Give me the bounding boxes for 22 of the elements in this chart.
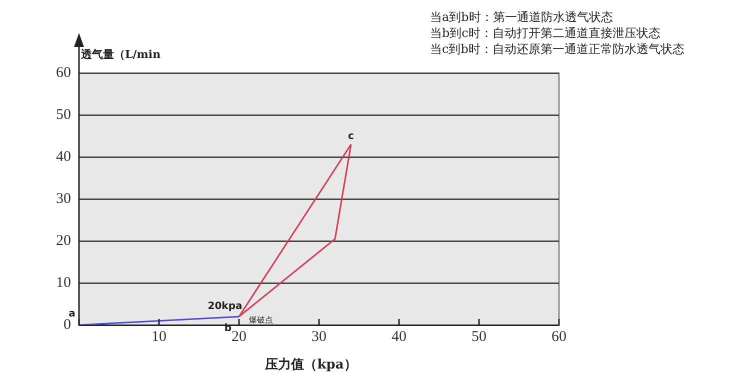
x-tick-label: 60 [552, 328, 566, 345]
text: 当c到b时：自动还原第一通道正常防水透气状态 [430, 42, 684, 56]
text: 当b到c时：自动打开第二通道直接泄压状态 [430, 26, 660, 40]
annotation: 20kpa [208, 301, 242, 312]
x-tick-label: 10 [152, 328, 166, 345]
annotation: 爆破点 [249, 316, 273, 325]
x-axis-title: 压力值（kpa） [264, 357, 357, 372]
y-tick-label: 60 [56, 64, 71, 81]
annotation: c [348, 130, 354, 142]
y-tick-label: 20 [56, 232, 71, 249]
text: 当a到b时：第一通道防水透气状态 [430, 10, 613, 24]
x-tick-label: 40 [392, 328, 406, 345]
y-tick-label: 50 [56, 106, 71, 123]
x-tick-label: 20 [232, 328, 246, 345]
x-tick-label: 30 [312, 328, 326, 345]
x-tick-label: 50 [472, 328, 486, 345]
annotation: a [68, 308, 76, 320]
y-tick-label: 0 [64, 316, 71, 333]
y-tick-label: 40 [56, 148, 71, 165]
y-axis-title: 透气量（L/min [80, 48, 161, 61]
y-tick-label: 10 [56, 274, 71, 291]
y-tick-label: 30 [56, 190, 71, 207]
